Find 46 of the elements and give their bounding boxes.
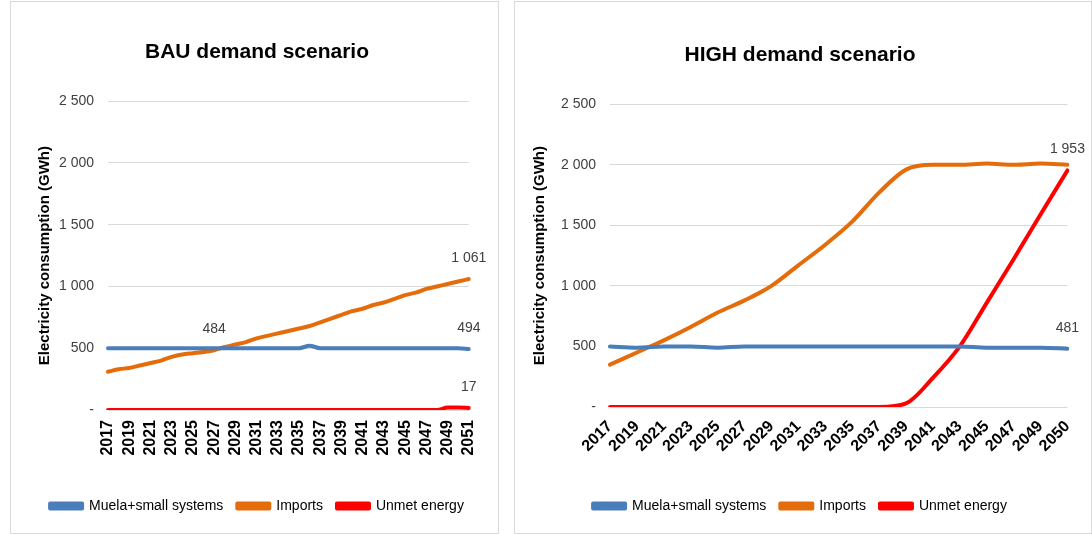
y-tick-label: 1 000 (560, 276, 597, 293)
x-tick-label: 2041 (353, 419, 371, 456)
y-tick-label: 2 000 (560, 155, 597, 172)
legend-label: Muela+small systems (89, 496, 224, 513)
x-tick-label: 2035 (289, 419, 307, 456)
x-tick-label: 2043 (374, 419, 392, 456)
legend-label: Unmet energy (375, 496, 464, 513)
y-axis-title: Electricity consumption (GWh) (530, 146, 548, 366)
x-tick-label: 2039 (331, 419, 349, 456)
y-tick-label: 500 (572, 337, 597, 354)
y-tick-label: - (591, 397, 597, 414)
x-tick-label: 2023 (162, 419, 180, 456)
data-label: 484 (202, 320, 227, 337)
x-tick-label: 2021 (140, 419, 158, 456)
x-tick-label: 2017 (98, 419, 116, 456)
x-tick-label: 2029 (225, 419, 243, 456)
x-tick-label: 2049 (437, 419, 455, 456)
y-tick-label: 1 500 (560, 216, 597, 233)
x-tick-label: 2045 (395, 419, 413, 456)
x-tick-label: 2027 (204, 419, 222, 456)
y-tick-label: 1 000 (58, 277, 95, 294)
x-tick-label: 2025 (183, 419, 201, 456)
y-tick-label: 2 500 (58, 92, 95, 109)
legend-label: Imports (276, 496, 323, 513)
x-tick-label: 2051 (459, 419, 477, 456)
legend-label: Unmet energy (918, 496, 1007, 513)
x-tick-label: 2031 (246, 419, 264, 456)
legend-label: Imports (819, 496, 866, 513)
y-tick-label: - (89, 400, 95, 417)
data-label: 1 953 (1049, 140, 1086, 157)
x-tick-label: 2019 (119, 419, 137, 456)
x-tick-label: 2047 (416, 419, 434, 456)
y-tick-label: 2 500 (560, 95, 597, 112)
data-label: 1 061 (451, 248, 487, 265)
y-axis-title: Electricity consumption (GWh) (35, 146, 53, 366)
data-label: 17 (461, 377, 477, 394)
y-tick-label: 1 500 (58, 215, 95, 232)
data-label: 494 (457, 318, 481, 335)
legend-label: Muela+small systems (632, 496, 767, 513)
y-tick-label: 500 (70, 339, 95, 356)
y-tick-label: 2 000 (58, 153, 95, 170)
x-tick-label: 2037 (310, 419, 328, 456)
chart-title: HIGH demand scenario (684, 42, 916, 66)
data-label: 481 (1055, 318, 1080, 335)
x-tick-label: 2033 (268, 419, 286, 456)
chart-title: BAU demand scenario (144, 39, 370, 63)
